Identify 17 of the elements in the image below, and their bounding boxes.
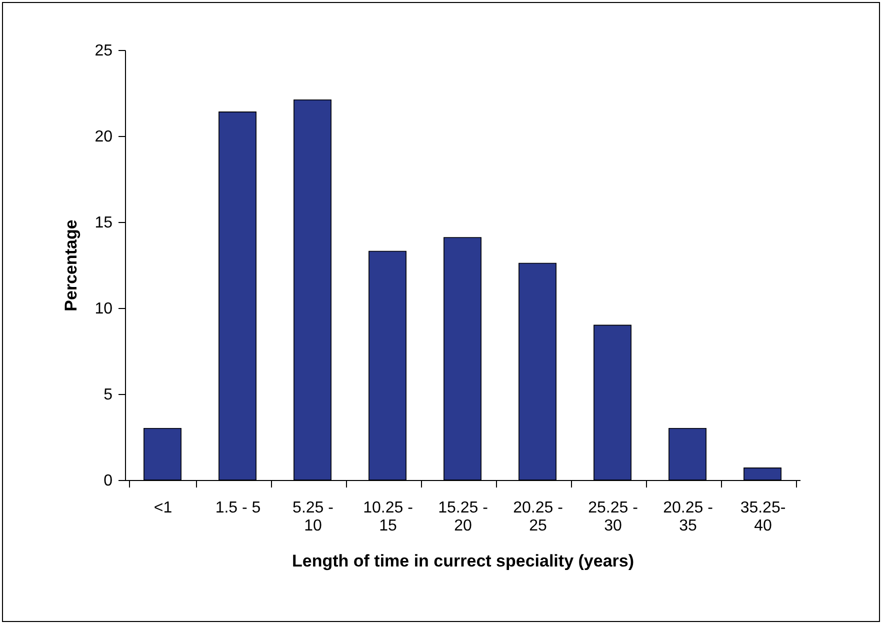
y-tick-label: 25 — [94, 42, 113, 60]
x-tick-label: 5.25 - 10 — [292, 500, 334, 534]
x-tick-label: 25.25 - 30 — [588, 500, 638, 534]
x-axis-title: Length of time in currect speciality (years) — [292, 552, 634, 570]
y-tick-label: 15 — [94, 214, 113, 232]
y-tick-label: 10 — [94, 300, 113, 318]
x-tick-label: 10.25 - 15 — [363, 500, 413, 534]
y-axis-title: Percentage — [62, 220, 81, 312]
x-tick-label: 35.25-40 — [740, 500, 786, 534]
y-tick-label: 20 — [94, 128, 113, 146]
y-tick-label: 5 — [104, 386, 113, 404]
x-tick-label: 15.25 - 20 — [438, 500, 488, 534]
y-tick-label: 0 — [104, 472, 113, 490]
x-tick-label: 20.25 - 25 — [513, 500, 563, 534]
x-tick-label: <1 — [154, 500, 172, 516]
x-tick-label: 1.5 - 5 — [215, 500, 261, 516]
x-tick-label: 20.25 - 35 — [663, 500, 713, 534]
